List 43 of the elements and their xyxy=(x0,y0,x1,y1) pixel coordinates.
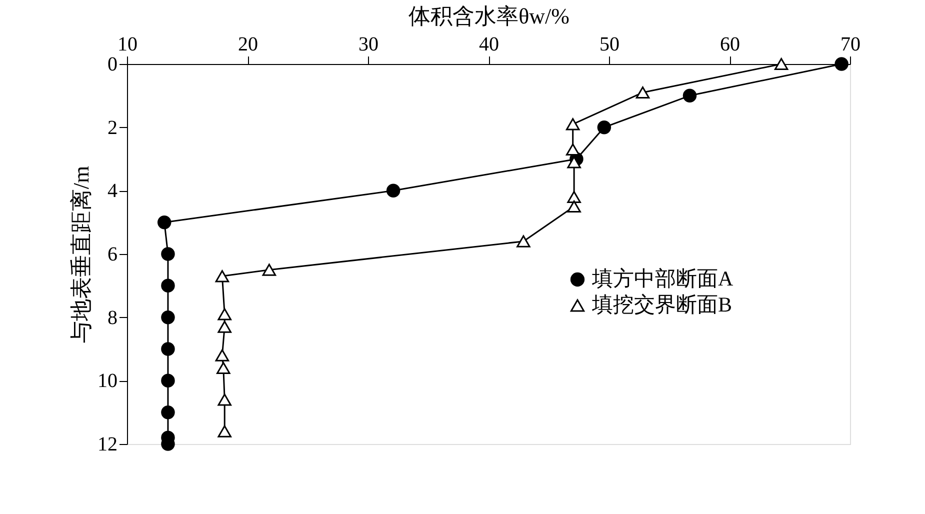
y-tick-label: 0 xyxy=(108,54,118,76)
y-tick-label: 8 xyxy=(108,306,118,329)
x-axis-title: 体积含水率θw/% xyxy=(408,4,570,28)
x-tick-label: 50 xyxy=(600,34,620,56)
point xyxy=(567,200,581,213)
legend-label: 填方中部断面A xyxy=(591,266,734,290)
y-tick-label: 10 xyxy=(98,370,118,392)
point xyxy=(774,58,788,70)
point xyxy=(218,394,232,406)
point xyxy=(262,264,276,276)
point xyxy=(161,405,175,420)
point xyxy=(218,320,232,333)
point xyxy=(386,184,400,198)
point xyxy=(161,342,175,356)
legend-label: 填挖交界断面B xyxy=(591,292,732,316)
point xyxy=(161,278,175,293)
point xyxy=(161,310,175,324)
y-tick-label: 6 xyxy=(108,244,118,266)
point xyxy=(218,425,232,438)
y-tick-label: 2 xyxy=(108,116,118,139)
point xyxy=(161,247,175,261)
x-tick-label: 20 xyxy=(238,34,258,56)
point xyxy=(215,349,230,362)
point xyxy=(161,374,175,388)
y-tick-label: 12 xyxy=(98,434,118,456)
point xyxy=(597,120,612,134)
point xyxy=(157,215,172,230)
point xyxy=(218,308,232,320)
point xyxy=(215,270,230,282)
x-tick-label: 70 xyxy=(840,34,860,56)
point xyxy=(636,86,650,99)
x-tick-label: 60 xyxy=(720,34,740,56)
point xyxy=(516,235,530,248)
point xyxy=(682,88,697,103)
point xyxy=(216,362,230,374)
y-axis-title: 与地表垂直距离/m xyxy=(68,166,94,344)
point xyxy=(567,190,581,204)
point xyxy=(566,118,580,130)
point xyxy=(834,57,848,71)
point xyxy=(566,143,580,156)
x-tick-label: 40 xyxy=(479,34,499,56)
y-tick-label: 4 xyxy=(108,180,118,202)
x-tick-label: 30 xyxy=(358,34,378,56)
